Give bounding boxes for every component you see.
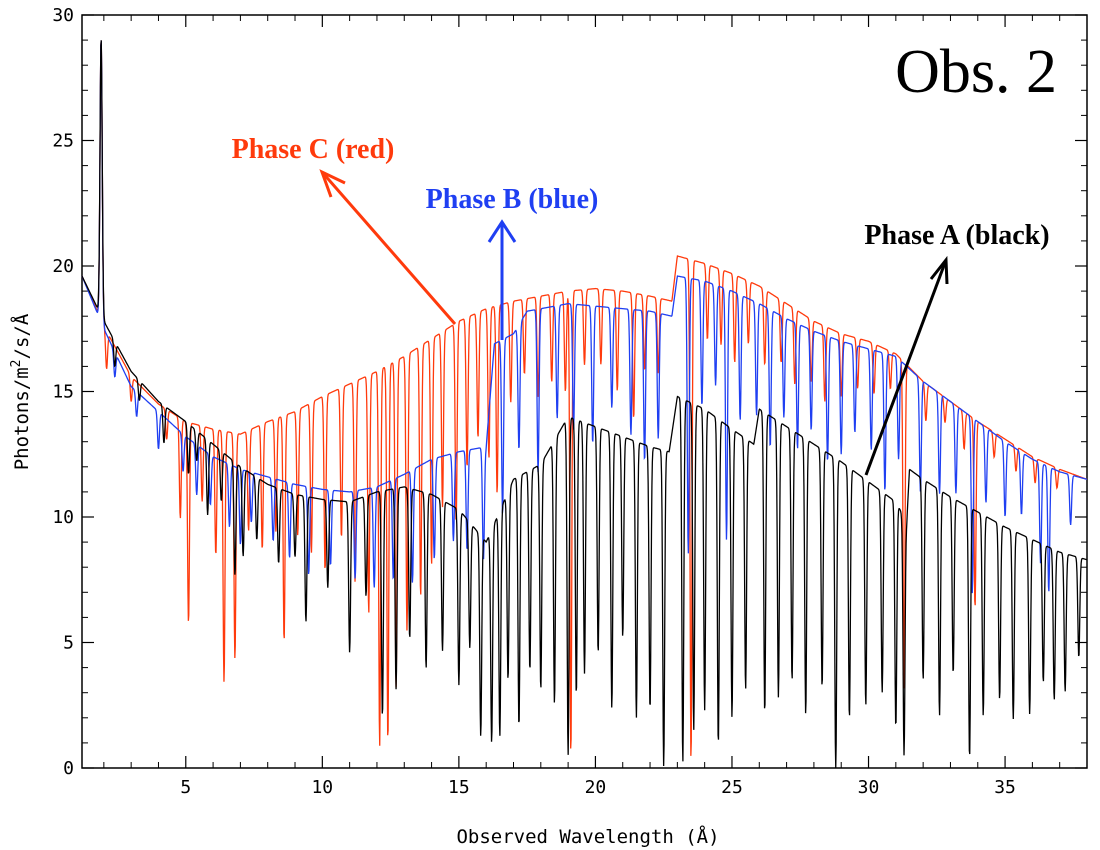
chart-title: Obs. 2: [895, 38, 1057, 106]
y-tick-label: 25: [52, 131, 74, 152]
x-tick-label: 20: [585, 777, 607, 798]
phase-a-arrowhead: [929, 255, 949, 285]
phase-b-label: Phase B (blue): [426, 184, 599, 215]
x-tick-label: 15: [448, 777, 470, 798]
y-tick-label: 20: [52, 256, 74, 277]
y-axis-title: Photons/m2/s/Å: [9, 313, 33, 470]
phase-c-arrowhead: [319, 169, 346, 198]
annotation-layer: Obs. 2 Phase C (red) Phase B (blue) Phas…: [232, 38, 1057, 476]
phase-a-arrow: [864, 259, 948, 476]
phase-b-arrowhead: [487, 219, 517, 243]
y-tick-label: 5: [63, 633, 74, 654]
y-tick-label: 10: [52, 507, 74, 528]
phase-a-label: Phase A (black): [864, 220, 1049, 251]
x-tick-label: 35: [994, 777, 1016, 798]
y-tick-label: 0: [63, 758, 74, 779]
x-tick-label: 5: [180, 777, 191, 798]
x-tick-label: 25: [721, 777, 743, 798]
x-tick-label: 30: [858, 777, 880, 798]
x-axis-title: Observed Wavelength (Å): [456, 825, 719, 848]
series-line-phase-b: [81, 40, 1088, 594]
phase-c-label: Phase C (red): [232, 134, 395, 165]
axis-tick-labels: 5 10 15 20 25 30 35 0 5 10 15 20 25 30: [52, 5, 1016, 798]
y-tick-label: 30: [52, 5, 74, 26]
x-tick-label: 10: [311, 777, 333, 798]
series-layer: [81, 40, 1088, 769]
axis-ticks: [82, 14, 1087, 769]
phase-c-arrow: [320, 171, 457, 325]
y-tick-label: 15: [52, 382, 74, 403]
series-line-phase-a: [81, 40, 1088, 769]
